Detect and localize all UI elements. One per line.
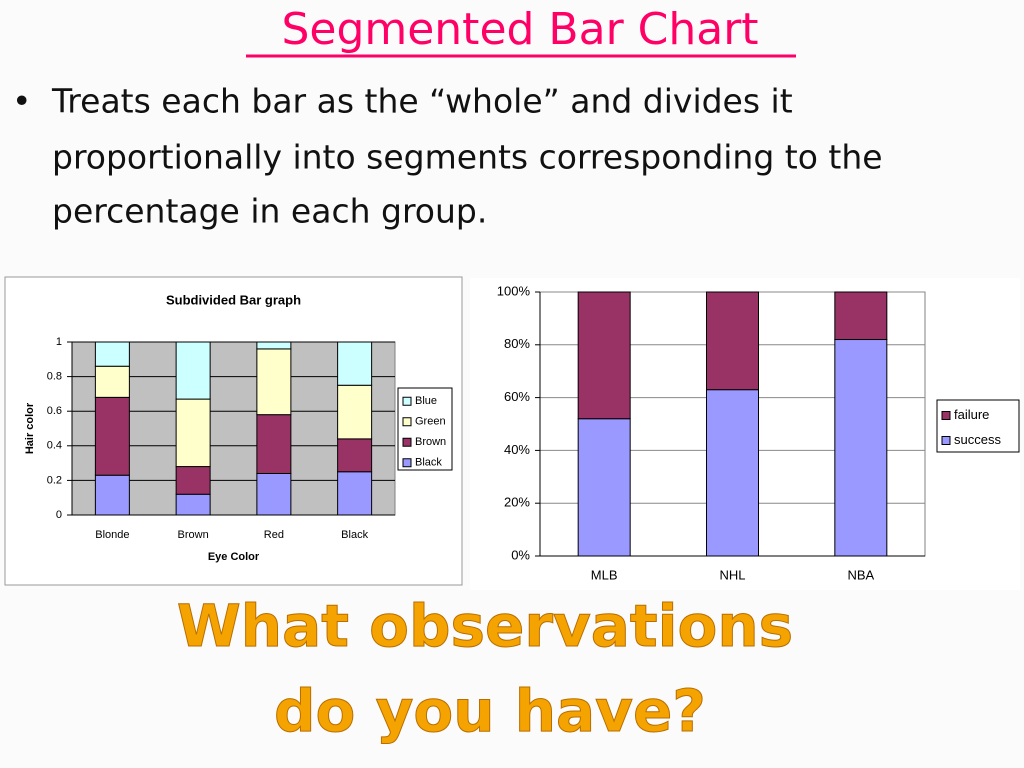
- bar-segment: [577, 418, 631, 557]
- bullet-line: proportionally into segments correspondi…: [52, 138, 883, 177]
- bar-segment: [94, 365, 130, 398]
- bar-segment: [834, 339, 888, 557]
- legend-label: failure: [954, 407, 989, 422]
- legend-label: Blue: [415, 395, 437, 407]
- legend-swatch: [402, 396, 412, 406]
- y-tick-label: 60%: [504, 389, 530, 404]
- legend-swatch: [941, 411, 951, 420]
- y-tick-label: 0: [56, 509, 62, 521]
- y-tick-label: 0.8: [47, 371, 62, 383]
- legend-label: Black: [415, 457, 442, 469]
- y-axis-label: Hair color: [24, 402, 36, 454]
- x-tick-label: MLB: [591, 567, 618, 582]
- y-tick-label: 0.6: [47, 405, 62, 417]
- bar-segment: [175, 341, 211, 400]
- bar-segment: [706, 389, 759, 557]
- bar-segment: [337, 341, 373, 386]
- bar-segment: [256, 341, 292, 350]
- legend-swatch: [402, 437, 412, 447]
- y-tick-label: 80%: [504, 336, 530, 351]
- legend-label: success: [954, 432, 1001, 447]
- bar-segment: [834, 291, 888, 341]
- bar-segment: [175, 493, 211, 516]
- legend-swatch: [402, 458, 412, 468]
- question: What observations: [177, 592, 793, 660]
- slide-title: Segmented Bar Chart: [281, 4, 758, 55]
- y-tick-label: 1: [56, 336, 62, 348]
- y-tick-label: 100%: [497, 283, 531, 298]
- bar-segment: [337, 438, 373, 473]
- bar-segment: [175, 398, 211, 468]
- bar-segment: [337, 384, 373, 440]
- bar-segment: [94, 474, 130, 516]
- y-tick-label: 40%: [504, 442, 530, 457]
- bar-segment: [577, 291, 631, 420]
- bullet-line: percentage in each group.: [52, 192, 487, 231]
- bar-segment: [175, 466, 211, 495]
- bar-segment: [94, 396, 130, 476]
- bar-segment: [706, 291, 759, 391]
- bullet-line: Treats each bar as the “whole” and divid…: [51, 82, 793, 121]
- y-tick-label: 20%: [504, 495, 530, 510]
- legend-swatch: [941, 436, 951, 445]
- x-tick-label: Black: [341, 529, 368, 541]
- x-tick-label: Blonde: [95, 529, 129, 541]
- bar-segment: [256, 472, 292, 516]
- x-tick-label: NBA: [847, 567, 874, 582]
- question: do you have?: [274, 677, 706, 745]
- legend-box: [936, 399, 1020, 453]
- bar-segment: [337, 471, 373, 516]
- x-axis-label: Eye Color: [208, 551, 260, 563]
- legend-label: Green: [415, 416, 446, 428]
- x-tick-label: NHL: [719, 567, 745, 582]
- bar-segment: [256, 348, 292, 416]
- chart-title: Subdivided Bar graph: [166, 292, 301, 307]
- legend-swatch: [402, 417, 412, 427]
- legend-label: Brown: [415, 436, 446, 448]
- bar-segment: [94, 341, 130, 367]
- x-tick-label: Brown: [178, 529, 209, 541]
- x-tick-label: Red: [264, 529, 284, 541]
- y-tick-label: 0%: [511, 547, 530, 562]
- y-tick-label: 0.2: [47, 474, 62, 486]
- bullet-symbol: •: [12, 82, 31, 121]
- bar-segment: [256, 414, 292, 474]
- y-tick-label: 0.4: [47, 440, 62, 452]
